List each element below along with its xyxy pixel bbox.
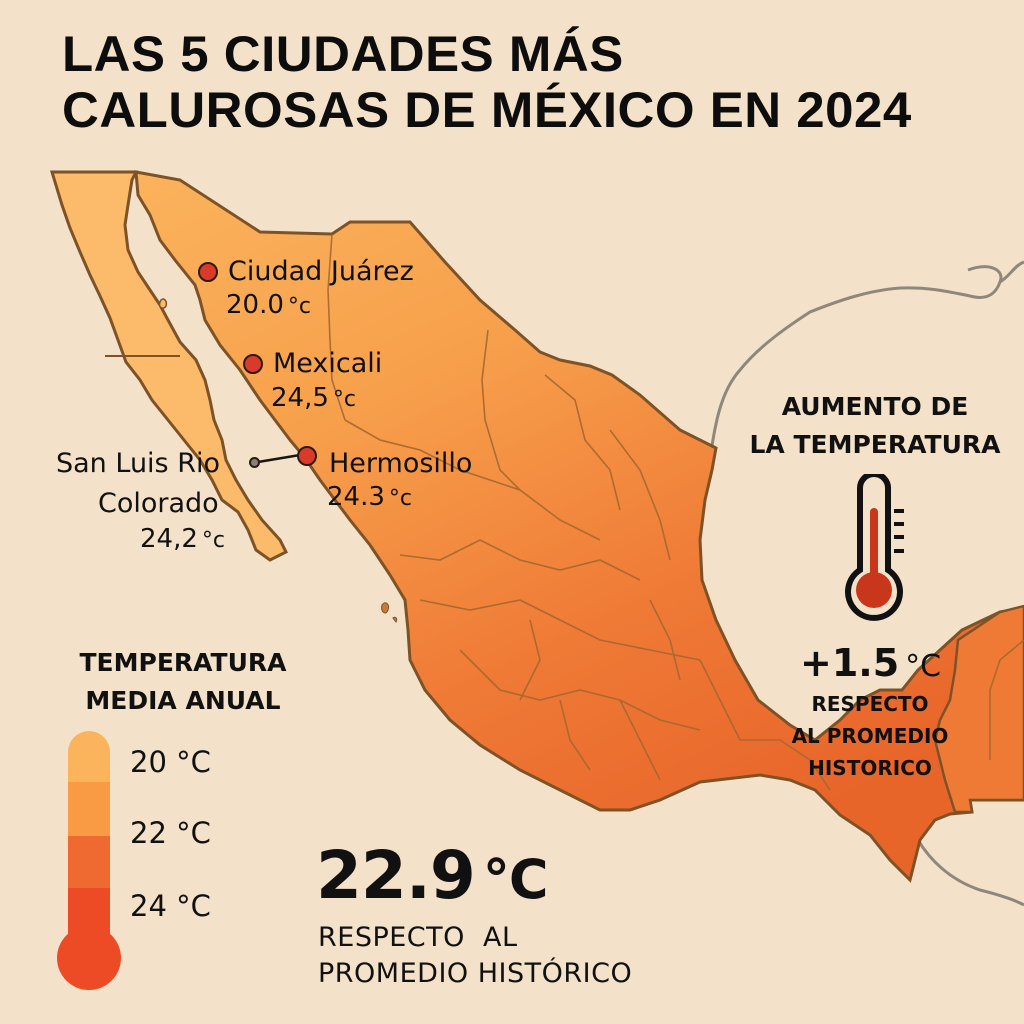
city-temp-hermosillo: 24.3 °c [327, 482, 412, 512]
us-coastline [710, 260, 1024, 447]
yucatan [933, 604, 1024, 814]
city-name-san-luis-line1: San Luis Rio [56, 448, 220, 479]
city-name-mexicali: Mexicali [273, 348, 383, 379]
thermometer-scale-icon [57, 731, 121, 990]
legend-label-20: 20 °C [130, 745, 211, 779]
city-temp-ciudad-juarez: 20.0 °c [226, 290, 311, 320]
marker-mexicali[interactable] [243, 354, 263, 374]
increase-caption: RESPECTO AL PROMEDIO HISTORICO [791, 692, 949, 780]
city-temp-san-luis: 24,2 °c [140, 524, 225, 554]
temperature-increase-value: +1.5 °C [800, 641, 942, 685]
legend-heading-line1: TEMPERATURA [79, 648, 287, 677]
title-line-1: LAS 5 CIUDADES MÁS [62, 26, 624, 82]
marker-san-luis-rio-colorado[interactable] [249, 457, 260, 468]
marker-ciudad-juarez[interactable] [198, 262, 218, 282]
baja-california [49, 170, 289, 562]
legend-label-22: 22 °C [130, 816, 211, 850]
city-name-ciudad-juarez: Ciudad Juárez [228, 256, 414, 287]
increase-heading-line1: AUMENTO DE [781, 392, 969, 421]
thermometer-icon [845, 474, 904, 621]
legend-heading-line2: MEDIA ANUAL [85, 686, 281, 715]
increase-heading-line2: LA TEMPERATURA [749, 430, 1001, 459]
page-title: LAS 5 CIUDADES MÁS CALUROSAS DE MÉXICO E… [62, 26, 912, 138]
title-line-2: CALUROSAS DE MÉXICO EN 2024 [62, 82, 912, 138]
city-name-hermosillo: Hermosillo [329, 448, 473, 479]
city-temp-mexicali: 24,5 °c [271, 383, 356, 413]
marker-hermosillo[interactable] [297, 446, 317, 466]
connector-line [257, 453, 301, 464]
city-name-san-luis-line2: Colorado [98, 488, 219, 519]
average-temperature-caption: RESPECTO AL PROMEDIO HISTÓRICO [318, 922, 633, 989]
legend-label-24: 24 °C [130, 889, 211, 923]
average-temperature-value: 22.9 °C [316, 837, 548, 914]
guatemala-border [916, 839, 1024, 907]
